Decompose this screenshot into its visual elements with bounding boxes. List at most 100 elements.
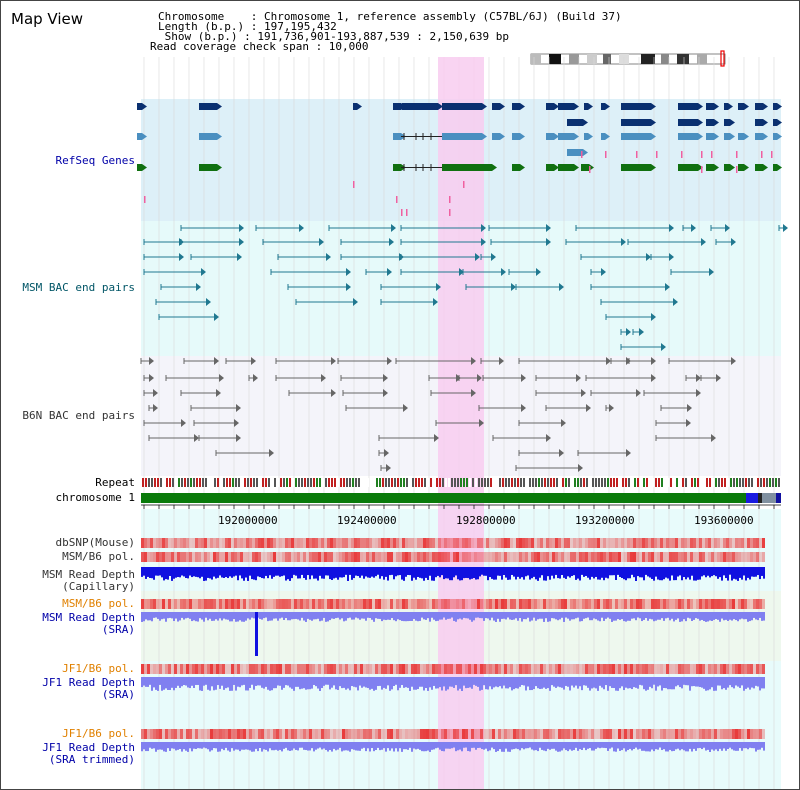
pol-cell: [324, 538, 327, 548]
pol-cell: [609, 729, 612, 739]
gene-arrow: [554, 103, 559, 110]
pol-cell: [246, 538, 249, 548]
pol-cell: [438, 729, 441, 739]
pol-cell: [618, 729, 621, 739]
pol-cell: [195, 729, 198, 739]
pol-cell: [492, 538, 495, 548]
read-depth-tracks[interactable]: [141, 567, 765, 752]
msm-bac-track[interactable]: [143, 224, 788, 351]
depth-bar: [145, 567, 147, 579]
pol-cell: [348, 664, 351, 674]
repeat-mark: [304, 478, 306, 487]
variant-mark: [463, 181, 465, 188]
depth-bar: [601, 677, 603, 688]
pol-cell: [522, 552, 525, 562]
pol-cell: [225, 599, 228, 609]
pol-cell: [345, 599, 348, 609]
repeat-mark: [550, 478, 552, 487]
depth-bar: [713, 677, 715, 691]
repeat-mark: [565, 478, 567, 487]
depth-bar: [425, 567, 427, 578]
depth-bar: [705, 677, 707, 691]
depth-bar: [481, 742, 483, 750]
gene-arrow: [651, 103, 656, 110]
depth-bar: [429, 612, 431, 622]
pol-cell: [516, 729, 519, 739]
pol-cell: [594, 664, 597, 674]
bac-end: [651, 313, 656, 321]
depth-bar: [671, 677, 673, 690]
depth-bar: [491, 567, 493, 579]
depth-bar: [605, 612, 607, 619]
depth-bar: [519, 742, 521, 751]
pol-cell: [399, 552, 402, 562]
depth-bar: [295, 742, 297, 750]
depth-bar: [721, 742, 723, 751]
depth-bar: [289, 567, 291, 581]
pol-cell: [432, 599, 435, 609]
depth-bar: [535, 742, 537, 751]
pol-cell: [639, 664, 642, 674]
pol-cell: [174, 552, 177, 562]
depth-bar: [721, 677, 723, 690]
repeat-mark: [715, 478, 717, 487]
pol-cell: [708, 729, 711, 739]
depth-bar: [235, 567, 237, 576]
pol-cell: [285, 538, 288, 548]
chromosome-bar[interactable]: [141, 493, 781, 503]
depth-bar: [753, 567, 755, 577]
pol-cell: [243, 599, 246, 609]
depth-bar: [597, 567, 599, 580]
depth-bar: [651, 612, 653, 620]
depth-bar: [439, 567, 441, 578]
pol-cell: [486, 729, 489, 739]
gene-arrow: [651, 133, 656, 140]
pol-cell: [444, 664, 447, 674]
pol-cell: [252, 599, 255, 609]
pol-cell: [504, 552, 507, 562]
pol-cell: [576, 552, 579, 562]
depth-bar: [393, 677, 395, 686]
pol-cell: [537, 664, 540, 674]
depth-bar: [493, 677, 495, 688]
depth-bar: [367, 677, 369, 689]
polymorphism-tracks[interactable]: [141, 538, 765, 739]
pol-cell: [426, 664, 429, 674]
depth-bar: [299, 677, 301, 690]
depth-bar: [735, 677, 737, 686]
depth-bar: [433, 612, 435, 620]
repeat-track[interactable]: [142, 478, 780, 487]
depth-bar: [233, 742, 235, 751]
repeat-mark: [391, 478, 393, 487]
depth-bar: [657, 677, 659, 687]
depth-bar: [527, 677, 529, 687]
depth-bar: [519, 677, 521, 687]
pol-cell: [735, 729, 738, 739]
depth-bar: [679, 677, 681, 688]
depth-bar: [397, 677, 399, 691]
depth-bar: [157, 677, 159, 691]
depth-bar: [541, 742, 543, 750]
depth-bar: [583, 612, 585, 619]
depth-bar: [471, 677, 473, 689]
bac-end: [321, 374, 326, 382]
refseq-genes-track[interactable]: [137, 103, 782, 216]
depth-bar: [415, 567, 417, 580]
depth-bar: [737, 612, 739, 622]
pol-cell: [225, 664, 228, 674]
repeat-mark: [607, 478, 609, 487]
depth-bar: [583, 742, 585, 748]
bac-end: [236, 434, 241, 442]
pol-cell: [249, 538, 252, 548]
pol-cell: [345, 538, 348, 548]
bac-end: [346, 283, 351, 291]
b6n-bac-track[interactable]: [140, 357, 736, 472]
pol-cell: [234, 538, 237, 548]
pol-cell: [633, 599, 636, 609]
pol-cell: [300, 538, 303, 548]
pol-cell: [594, 729, 597, 739]
depth-bar: [469, 612, 471, 620]
depth-bar: [175, 677, 177, 688]
chromosome-ideogram[interactable]: [530, 50, 726, 67]
